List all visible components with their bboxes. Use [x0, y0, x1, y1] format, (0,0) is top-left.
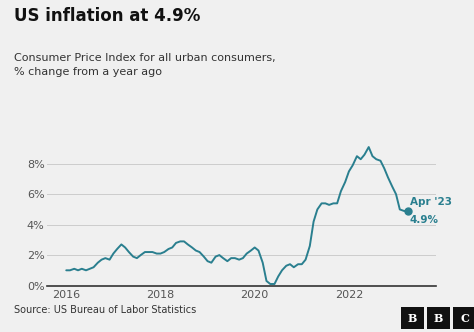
Text: Consumer Price Index for all urban consumers,
% change from a year ago: Consumer Price Index for all urban consu… [14, 53, 276, 77]
Text: Source: US Bureau of Labor Statistics: Source: US Bureau of Labor Statistics [14, 305, 196, 315]
Text: 4.9%: 4.9% [410, 215, 439, 225]
Text: US inflation at 4.9%: US inflation at 4.9% [14, 7, 201, 25]
Text: C: C [460, 312, 469, 324]
Text: B: B [408, 312, 417, 324]
Text: B: B [434, 312, 443, 324]
Text: Apr '23: Apr '23 [410, 197, 452, 207]
